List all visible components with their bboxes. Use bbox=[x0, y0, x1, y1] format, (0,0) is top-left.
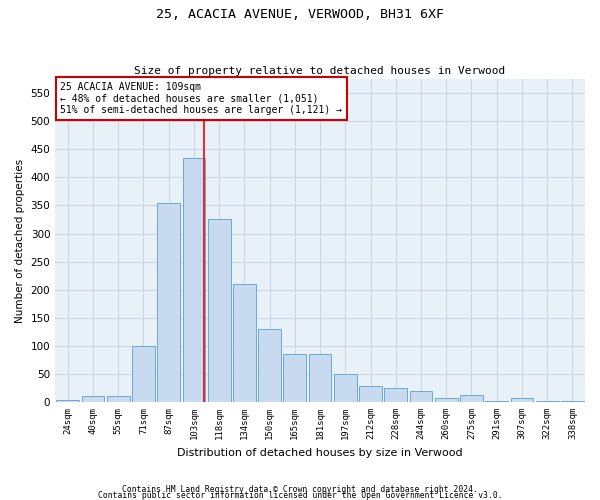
Bar bbox=[132, 346, 155, 402]
Text: Contains HM Land Registry data © Crown copyright and database right 2024.: Contains HM Land Registry data © Crown c… bbox=[122, 484, 478, 494]
Bar bbox=[561, 401, 584, 402]
Bar bbox=[283, 354, 306, 402]
Bar bbox=[233, 284, 256, 402]
Bar bbox=[536, 401, 559, 402]
Bar bbox=[511, 398, 533, 402]
Text: 25 ACACIA AVENUE: 109sqm
← 48% of detached houses are smaller (1,051)
51% of sem: 25 ACACIA AVENUE: 109sqm ← 48% of detach… bbox=[61, 82, 343, 116]
Bar bbox=[208, 220, 230, 402]
Title: Size of property relative to detached houses in Verwood: Size of property relative to detached ho… bbox=[134, 66, 506, 76]
Bar bbox=[182, 158, 205, 402]
Bar bbox=[485, 401, 508, 402]
Text: 25, ACACIA AVENUE, VERWOOD, BH31 6XF: 25, ACACIA AVENUE, VERWOOD, BH31 6XF bbox=[156, 8, 444, 20]
Y-axis label: Number of detached properties: Number of detached properties bbox=[15, 158, 25, 322]
Bar bbox=[258, 329, 281, 402]
Bar bbox=[385, 388, 407, 402]
Bar bbox=[82, 396, 104, 402]
Bar bbox=[359, 386, 382, 402]
Bar bbox=[107, 396, 130, 402]
Bar bbox=[334, 374, 356, 402]
Text: Contains public sector information licensed under the Open Government Licence v3: Contains public sector information licen… bbox=[98, 490, 502, 500]
Bar bbox=[309, 354, 331, 402]
Bar bbox=[435, 398, 458, 402]
Bar bbox=[56, 400, 79, 402]
Bar bbox=[460, 396, 483, 402]
X-axis label: Distribution of detached houses by size in Verwood: Distribution of detached houses by size … bbox=[177, 448, 463, 458]
Bar bbox=[410, 391, 433, 402]
Bar bbox=[157, 202, 180, 402]
